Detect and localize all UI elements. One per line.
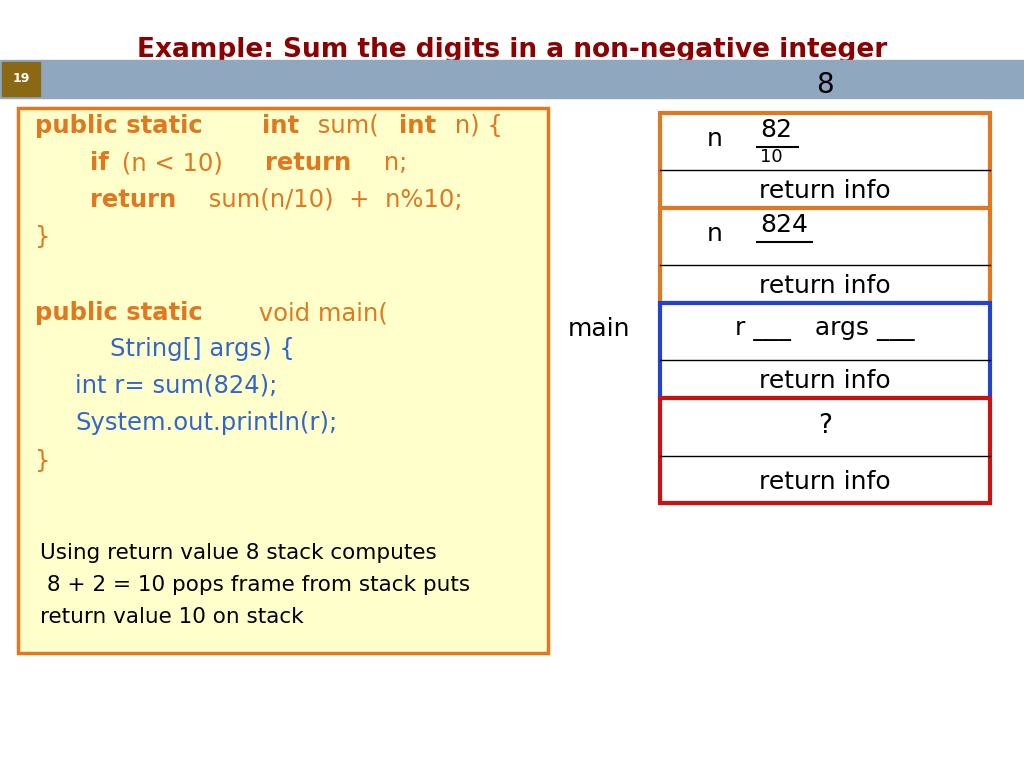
Text: 10: 10 [760,147,782,166]
Text: int r= sum(824);: int r= sum(824); [75,374,278,398]
Text: return info: return info [759,470,891,494]
Text: Using return value 8 stack computes: Using return value 8 stack computes [40,543,437,563]
Text: n: n [707,127,723,151]
Text: n: n [707,222,723,246]
Text: n) {: n) { [446,114,503,138]
Text: ?: ? [818,413,831,439]
FancyBboxPatch shape [660,113,990,208]
Text: int: int [262,114,299,138]
Text: return: return [265,151,351,175]
Text: String[] args) {: String[] args) { [110,337,295,361]
FancyBboxPatch shape [660,398,990,503]
Text: public static: public static [35,114,211,138]
FancyBboxPatch shape [660,208,990,303]
Text: 8: 8 [816,71,834,99]
Text: 82: 82 [760,118,792,142]
Text: return info: return info [759,179,891,203]
Text: 19: 19 [12,72,30,85]
Text: 824: 824 [760,213,808,237]
Text: if: if [90,151,109,175]
Text: sum(: sum( [310,114,379,138]
Text: int: int [399,114,436,138]
Text: return info: return info [759,274,891,298]
Text: System.out.println(r);: System.out.println(r); [75,411,337,435]
Text: (n < 10): (n < 10) [115,151,231,175]
Text: 8 + 2 = 10 pops frame from stack puts: 8 + 2 = 10 pops frame from stack puts [40,575,470,595]
Bar [2,62,40,96]
Text: return: return [90,188,176,212]
Text: public static: public static [35,301,203,325]
Text: main: main [567,316,630,341]
Bar [0,60,1024,98]
Text: return info: return info [759,369,891,393]
Text: return value 10 on stack: return value 10 on stack [40,607,304,627]
Text: r ___   args ___: r ___ args ___ [735,316,914,341]
Text: n;: n; [376,151,408,175]
FancyBboxPatch shape [660,303,990,398]
FancyBboxPatch shape [18,108,548,653]
Text: sum(n/10)  +  n%10;: sum(n/10) + n%10; [202,188,463,212]
Text: }: } [35,449,50,473]
Text: }: } [35,225,50,249]
Text: Example: Sum the digits in a non-negative integer: Example: Sum the digits in a non-negativ… [137,37,887,63]
Text: void main(: void main( [251,301,388,325]
